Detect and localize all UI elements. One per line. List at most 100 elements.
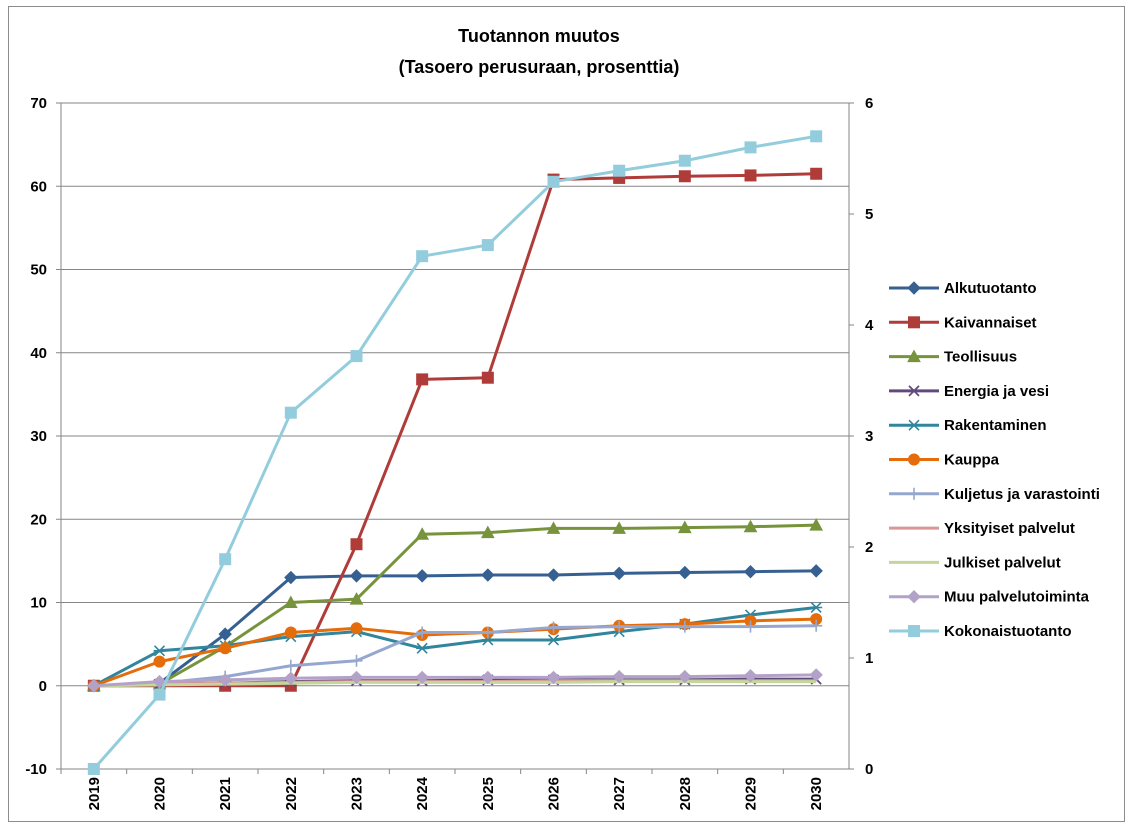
series-teollisuus	[86, 518, 824, 692]
data-point	[678, 154, 691, 167]
series-alkutuotanto	[87, 564, 823, 693]
series-kokonaistuotanto	[87, 130, 823, 775]
x-tick-label: 2027	[611, 777, 628, 810]
data-point	[284, 406, 297, 419]
data-point	[415, 527, 430, 540]
y-left-tick-label: 70	[30, 95, 47, 112]
legend: Alkutuotanto Kaivannaiset Teollisuus Energi…	[889, 280, 1100, 640]
x-tick-label: 2030	[808, 777, 825, 810]
legend-label: Kauppa	[944, 452, 1000, 469]
y-left-tick-label: 60	[30, 178, 47, 195]
data-point	[612, 669, 626, 684]
data-point	[284, 570, 298, 585]
data-point	[547, 634, 560, 646]
legend-item: Kokonaistuotanto	[889, 623, 1072, 640]
data-point	[480, 525, 495, 539]
series-line	[93, 523, 817, 688]
data-point	[744, 169, 757, 182]
y-right-tick-label: 3	[865, 428, 873, 445]
legend-swatch-marker	[908, 316, 920, 329]
data-point	[284, 671, 298, 685]
y-left-tick-label: 50	[30, 262, 47, 279]
data-point	[744, 620, 757, 633]
data-point	[349, 592, 364, 605]
chart-title-line-2: (Tasoero perusuraan, prosenttia)	[399, 57, 680, 77]
legend-swatch-marker	[908, 385, 920, 397]
series-line	[93, 569, 817, 688]
data-point	[481, 568, 495, 582]
data-point	[678, 170, 691, 183]
y-left-tick-label: 30	[30, 428, 47, 445]
legend-label: Rakentaminen	[944, 417, 1047, 434]
legend-label: Yksityiset palvelut	[944, 520, 1075, 537]
legend-item: Alkutuotanto	[889, 280, 1036, 297]
series-layer	[86, 130, 824, 775]
data-point	[219, 642, 232, 655]
legend-item: Rakentaminen	[889, 417, 1047, 434]
series-julkiset-palvelut	[93, 680, 817, 688]
x-tick-label: 2028	[677, 777, 694, 810]
data-point	[810, 601, 823, 614]
x-tick-label: 2029	[743, 777, 760, 810]
y-right-tick-label: 4	[865, 317, 874, 334]
legend-label: Teollisuus	[944, 349, 1017, 366]
legend-swatch-marker	[908, 487, 920, 500]
data-point	[416, 250, 429, 263]
chart-frame: Tuotannon muutos (Tasoero perusuraan, pr…	[8, 6, 1125, 822]
data-point	[809, 564, 823, 578]
series-line	[93, 172, 817, 688]
data-point	[283, 595, 298, 608]
legend-swatch-marker	[907, 281, 921, 295]
legend-item: Teollisuus	[889, 349, 1017, 366]
x-tick-label: 2026	[546, 777, 563, 810]
data-point	[218, 673, 232, 687]
legend-swatch-marker	[907, 589, 921, 604]
data-point	[613, 620, 626, 633]
series-line	[92, 134, 817, 770]
y-right-tick-label: 6	[865, 95, 873, 112]
data-point	[547, 175, 560, 188]
data-point	[546, 568, 561, 582]
x-tick-label: 2021	[217, 777, 234, 810]
chart-title: Tuotannon muutos (Tasoero perusuraan, pr…	[399, 26, 680, 77]
data-point	[743, 519, 758, 533]
data-point	[350, 538, 363, 551]
legend-label: Muu palvelutoiminta	[944, 589, 1090, 606]
series-line	[93, 673, 817, 688]
data-point	[153, 655, 166, 668]
series-kaivannaiset	[87, 167, 823, 692]
legend-swatch-marker	[908, 419, 920, 431]
data-point	[809, 668, 823, 682]
legend-label: Kuljetus ja varastointi	[944, 486, 1100, 503]
data-point	[350, 350, 363, 363]
data-point	[349, 569, 364, 583]
data-point	[810, 130, 823, 143]
legend-label: Kokonaistuotanto	[944, 623, 1072, 640]
legend-item: Yksityiset palvelut	[889, 520, 1075, 537]
data-point	[416, 626, 429, 639]
data-point	[481, 371, 494, 384]
y-left-tick-label: 10	[30, 595, 47, 612]
data-point	[350, 654, 363, 667]
y-left-tick-label: -10	[25, 761, 47, 778]
line-chart: Tuotannon muutos (Tasoero perusuraan, pr…	[25, 26, 1100, 810]
legend-item: Energia ja vesi	[889, 383, 1049, 400]
data-point	[810, 619, 823, 632]
legend-item: Kuljetus ja varastointi	[889, 486, 1100, 503]
legend-swatch-marker	[908, 453, 920, 466]
x-tick-label: 2025	[480, 777, 497, 810]
y-left-tick-label: 40	[30, 345, 47, 362]
y-left-tick-label: 0	[39, 678, 47, 695]
legend-item: Kaivannaiset	[889, 314, 1037, 331]
y-right-tick-label: 2	[865, 539, 873, 556]
x-tick-label: 2022	[283, 777, 300, 810]
legend-label: Julkiset palvelut	[944, 554, 1061, 571]
legend-swatch-marker	[908, 625, 920, 637]
series-kuljetus-ja-varastointi	[87, 619, 823, 692]
data-point	[284, 626, 297, 639]
data-point	[678, 669, 692, 684]
data-point	[612, 521, 627, 534]
data-point	[416, 642, 429, 654]
data-point	[416, 373, 429, 386]
